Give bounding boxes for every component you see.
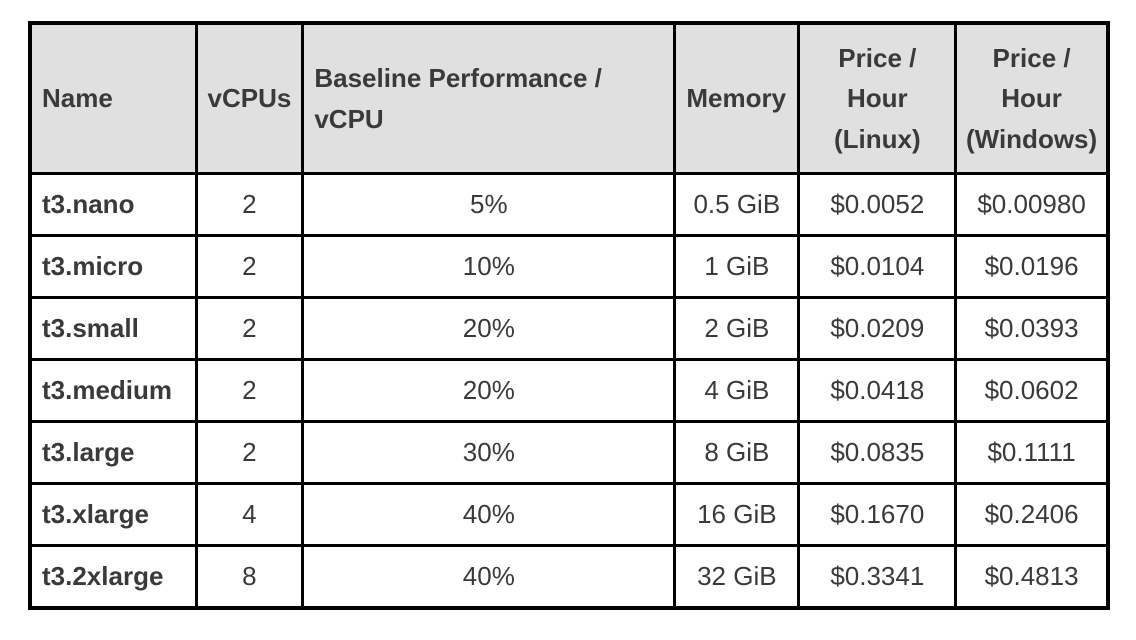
cell-price-windows: $0.1111: [954, 420, 1110, 485]
cell-price-windows: $0.0393: [954, 296, 1110, 361]
cell-price-linux: $0.0104: [797, 234, 958, 299]
cell-price-linux: $0.0835: [797, 420, 958, 485]
column-header-price-hour-windows: Price / Hour (Windows): [954, 21, 1110, 175]
cell-vcpus: 2: [194, 420, 305, 485]
cell-vcpus: 2: [194, 358, 305, 423]
cell-price-windows: $0.2406: [954, 482, 1110, 547]
cell-baseline-performance: 10%: [301, 234, 677, 299]
cell-price-linux: $0.1670: [797, 482, 958, 547]
cell-vcpus: 4: [194, 482, 305, 547]
table-row: t3.2xlarge 8 40% 32 GiB $0.3341 $0.4813: [28, 544, 1110, 610]
cell-price-linux: $0.0209: [797, 296, 958, 361]
cell-baseline-performance: 5%: [301, 172, 677, 237]
cell-price-windows: $0.0602: [954, 358, 1110, 423]
column-header-memory: Memory: [673, 21, 801, 175]
cell-baseline-performance: 30%: [301, 420, 677, 485]
cell-vcpus: 8: [194, 544, 305, 610]
cell-price-windows: $0.00980: [954, 172, 1110, 237]
column-header-price-hour-linux: Price / Hour (Linux): [797, 21, 958, 175]
cell-price-windows: $0.0196: [954, 234, 1110, 299]
table-row: t3.xlarge 4 40% 16 GiB $0.1670 $0.2406: [28, 482, 1110, 547]
cell-memory: 16 GiB: [673, 482, 801, 547]
cell-name: t3.nano: [28, 172, 198, 237]
table-row: t3.small 2 20% 2 GiB $0.0209 $0.0393: [28, 296, 1110, 361]
cell-baseline-performance: 20%: [301, 296, 677, 361]
column-header-vcpus: vCPUs: [194, 21, 305, 175]
t3-instance-pricing-table: Name vCPUs Baseline Performance / vCPU M…: [28, 21, 1110, 610]
cell-name: t3.small: [28, 296, 198, 361]
cell-name: t3.medium: [28, 358, 198, 423]
cell-name: t3.xlarge: [28, 482, 198, 547]
cell-price-linux: $0.0418: [797, 358, 958, 423]
cell-memory: 2 GiB: [673, 296, 801, 361]
cell-memory: 32 GiB: [673, 544, 801, 610]
table-row: t3.medium 2 20% 4 GiB $0.0418 $0.0602: [28, 358, 1110, 423]
instance-pricing-table-container: Name vCPUs Baseline Performance / vCPU M…: [28, 21, 1110, 610]
cell-name: t3.2xlarge: [28, 544, 198, 610]
cell-memory: 4 GiB: [673, 358, 801, 423]
cell-baseline-performance: 40%: [301, 482, 677, 547]
cell-price-linux: $0.0052: [797, 172, 958, 237]
cell-name: t3.micro: [28, 234, 198, 299]
table-row: t3.micro 2 10% 1 GiB $0.0104 $0.0196: [28, 234, 1110, 299]
cell-vcpus: 2: [194, 234, 305, 299]
cell-baseline-performance: 40%: [301, 544, 677, 610]
column-header-baseline-performance: Baseline Performance / vCPU: [301, 21, 677, 175]
cell-price-windows: $0.4813: [954, 544, 1110, 610]
cell-memory: 8 GiB: [673, 420, 801, 485]
header-row: Name vCPUs Baseline Performance / vCPU M…: [28, 21, 1110, 175]
table-row: t3.large 2 30% 8 GiB $0.0835 $0.1111: [28, 420, 1110, 485]
cell-vcpus: 2: [194, 296, 305, 361]
cell-vcpus: 2: [194, 172, 305, 237]
column-header-name: Name: [28, 21, 198, 175]
cell-baseline-performance: 20%: [301, 358, 677, 423]
cell-price-linux: $0.3341: [797, 544, 958, 610]
cell-memory: 0.5 GiB: [673, 172, 801, 237]
cell-memory: 1 GiB: [673, 234, 801, 299]
table-row: t3.nano 2 5% 0.5 GiB $0.0052 $0.00980: [28, 172, 1110, 237]
cell-name: t3.large: [28, 420, 198, 485]
